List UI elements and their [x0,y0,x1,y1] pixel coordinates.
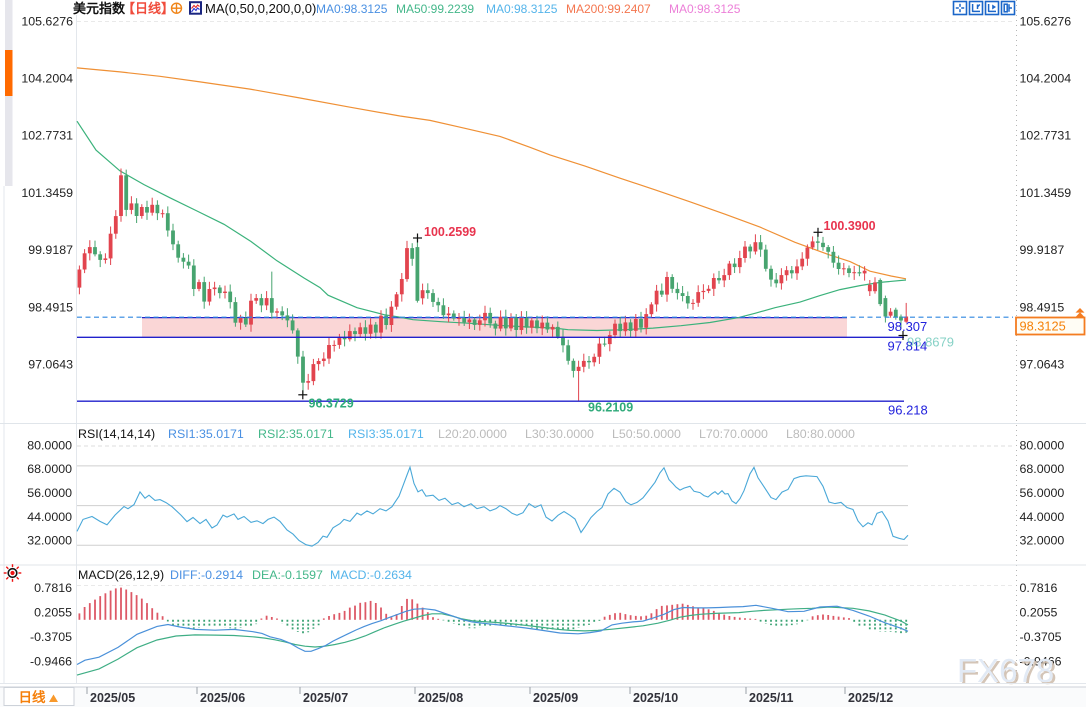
svg-text:97.0643: 97.0643 [1020,358,1065,372]
svg-text:96.3729: 96.3729 [309,397,354,411]
svg-text:FX678: FX678 [960,654,1057,691]
svg-text:-0.3705: -0.3705 [1020,630,1062,644]
svg-text:MA0:98.3125: MA0:98.3125 [669,2,741,16]
svg-text:32.0000: 32.0000 [27,534,72,548]
svg-text:2025/10: 2025/10 [633,691,678,705]
svg-text:104.2004: 104.2004 [21,72,73,86]
svg-text:105.6276: 105.6276 [21,14,73,28]
svg-text:0.2055: 0.2055 [1020,605,1058,619]
svg-text:98.4915: 98.4915 [1020,300,1065,314]
svg-text:2025/11: 2025/11 [749,691,794,705]
svg-text:RSI3:35.0171: RSI3:35.0171 [348,427,424,441]
svg-text:68.0000: 68.0000 [27,462,72,476]
svg-text:105.6276: 105.6276 [1020,14,1072,28]
svg-text:美元指数: 美元指数 [73,1,126,16]
svg-text:80.0000: 80.0000 [27,438,72,452]
svg-text:44.0000: 44.0000 [1020,510,1065,524]
svg-text:L70:70.0000: L70:70.0000 [699,427,768,441]
svg-text:-0.3705: -0.3705 [30,630,72,644]
svg-text:32.0000: 32.0000 [1020,534,1065,548]
svg-text:97.0643: 97.0643 [28,358,73,372]
svg-text:0.7816: 0.7816 [34,581,72,595]
svg-text:DEA:-0.1597: DEA:-0.1597 [252,568,323,582]
svg-text:97.814: 97.814 [888,339,928,354]
svg-text:-0.9466: -0.9466 [30,654,72,668]
svg-text:100.2599: 100.2599 [424,225,476,239]
svg-text:99.9187: 99.9187 [1020,243,1065,257]
svg-text:DIFF:-0.2914: DIFF:-0.2914 [170,568,243,582]
svg-text:【日线】: 【日线】 [122,1,174,16]
svg-text:98.4915: 98.4915 [28,300,73,314]
svg-text:MACD(26,12,9): MACD(26,12,9) [78,568,164,582]
svg-text:0.2055: 0.2055 [34,605,72,619]
svg-text:96.2109: 96.2109 [588,401,633,415]
svg-text:98.3125: 98.3125 [1020,319,1066,334]
svg-text:2025/05: 2025/05 [90,691,135,705]
svg-text:98.8679: 98.8679 [907,335,954,350]
svg-text:68.0000: 68.0000 [1020,462,1065,476]
svg-text:MA50:99.2239: MA50:99.2239 [396,2,474,16]
svg-text:L30:30.0000: L30:30.0000 [525,427,594,441]
svg-text:99.9187: 99.9187 [28,243,73,257]
svg-text:102.7731: 102.7731 [21,129,73,143]
svg-text:MA0:98.3125: MA0:98.3125 [316,2,388,16]
svg-text:L50:50.0000: L50:50.0000 [612,427,681,441]
svg-text:MA200:99.2407: MA200:99.2407 [566,2,651,16]
svg-text:2025/12: 2025/12 [848,691,893,705]
svg-text:FX678: FX678 [957,652,1054,689]
svg-text:MA0:98.3125: MA0:98.3125 [486,2,558,16]
svg-text:101.3459: 101.3459 [1020,186,1072,200]
svg-text:2025/08: 2025/08 [418,691,463,705]
svg-text:日线: 日线 [19,689,46,705]
svg-text:102.7731: 102.7731 [1020,129,1072,143]
svg-text:104.2004: 104.2004 [1020,72,1072,86]
svg-text:MACD:-0.2634: MACD:-0.2634 [330,568,412,582]
svg-text:-0.9466: -0.9466 [1020,654,1062,668]
svg-text:2025/06: 2025/06 [200,691,245,705]
svg-text:MA(0,50,0,200,0,0): MA(0,50,0,200,0,0) [205,1,316,16]
svg-text:L80:80.0000: L80:80.0000 [786,427,855,441]
svg-text:56.0000: 56.0000 [1020,486,1065,500]
svg-text:96.218: 96.218 [888,403,928,418]
svg-text:RSI1:35.0171: RSI1:35.0171 [168,427,244,441]
svg-text:44.0000: 44.0000 [27,510,72,524]
svg-text:98.307: 98.307 [888,319,928,334]
svg-text:2025/07: 2025/07 [303,691,348,705]
svg-text:RSI2:35.0171: RSI2:35.0171 [258,427,334,441]
svg-text:56.0000: 56.0000 [27,486,72,500]
svg-text:RSI(14,14,14): RSI(14,14,14) [78,427,155,441]
svg-text:0.7816: 0.7816 [1020,581,1058,595]
svg-text:80.0000: 80.0000 [1020,438,1065,452]
svg-text:101.3459: 101.3459 [21,186,73,200]
svg-text:2025/09: 2025/09 [533,691,578,705]
svg-text:L20:20.0000: L20:20.0000 [438,427,507,441]
svg-text:100.3900: 100.3900 [824,219,876,233]
